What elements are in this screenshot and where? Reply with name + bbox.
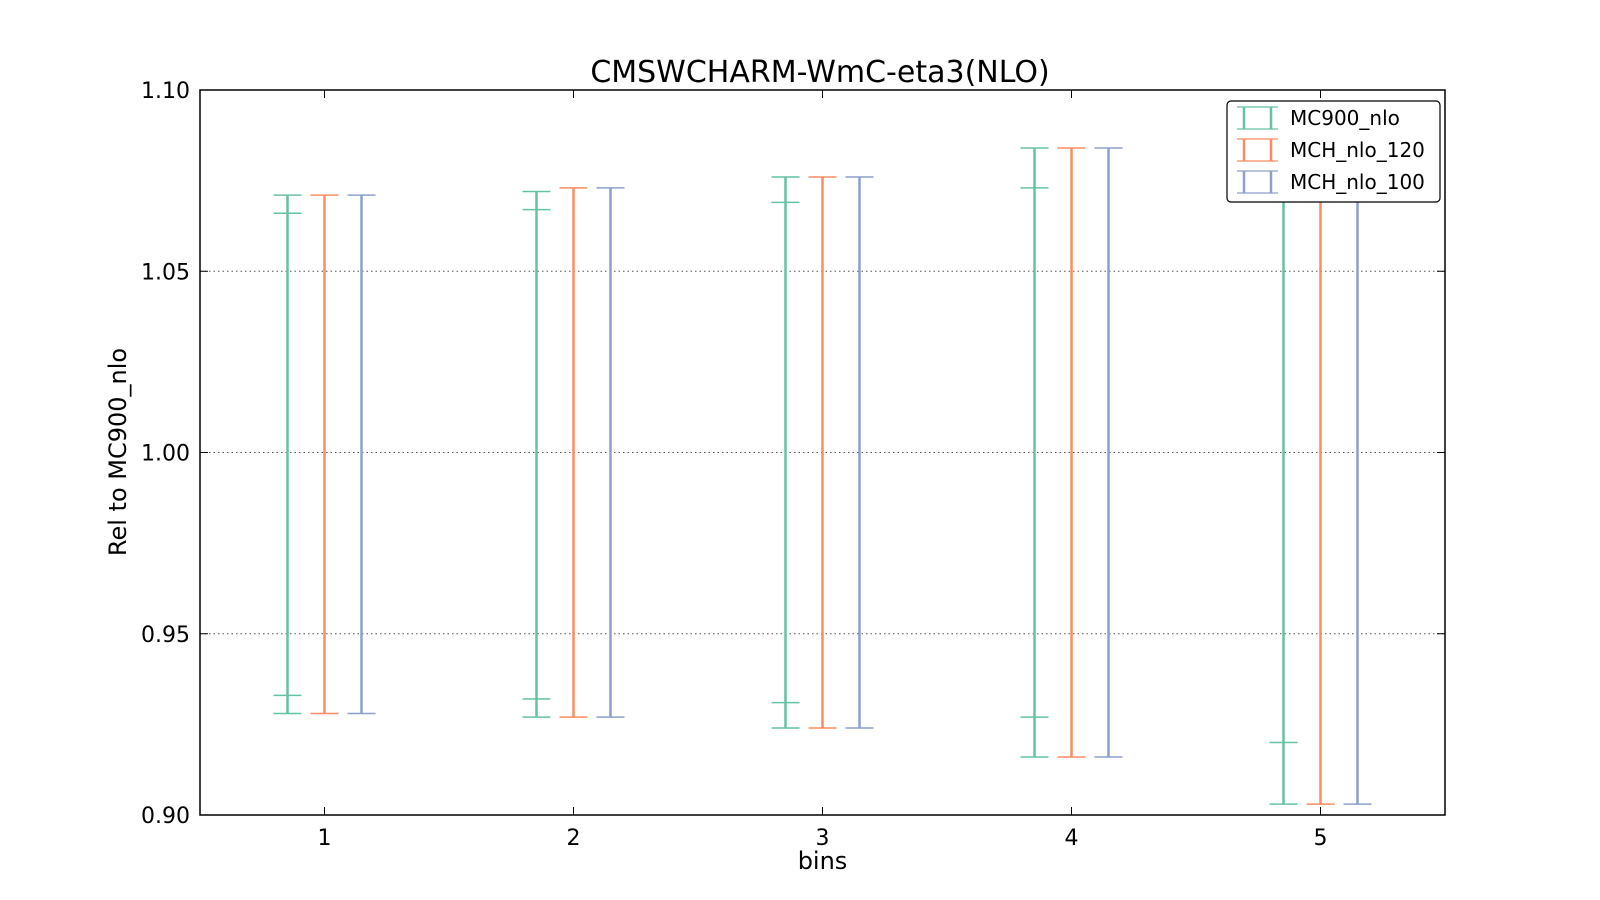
y-tick-label: 0.90 (141, 804, 190, 829)
error-bars (273, 129, 1372, 805)
legend: MC900_nlo MCH_nlo_120 MCH_nlo_100 (1226, 100, 1441, 203)
legend-entry: MCH_nlo_100 (1237, 170, 1425, 194)
x-tick-label: 3 (816, 826, 830, 851)
chart-title: CMSWCHARM-WmC-eta3(NLO) (590, 55, 1049, 90)
x-tick-label: 4 (1065, 826, 1079, 851)
legend-label: MCH_nlo_120 (1290, 138, 1425, 162)
legend-label: MCH_nlo_100 (1290, 170, 1425, 194)
legend-box (1226, 100, 1441, 203)
y-tick-label: 1.10 (141, 79, 190, 104)
y-tick-label: 1.00 (141, 442, 190, 467)
x-tick-label: 2 (567, 826, 581, 851)
y-axis-label: Rel to MC900_nlo (104, 348, 132, 556)
y-tick-label: 0.95 (141, 623, 190, 648)
x-axis-label: bins (798, 847, 848, 875)
legend-entry: MCH_nlo_120 (1237, 138, 1425, 162)
axis-ticks: 0.90 0.95 1.00 1.05 1.10 1 2 3 4 5 (141, 79, 1445, 851)
x-tick-label: 1 (318, 826, 332, 851)
legend-label: MC900_nlo (1290, 106, 1400, 130)
y-tick-label: 1.05 (141, 260, 190, 285)
x-tick-label: 5 (1314, 826, 1328, 851)
legend-entry: MC900_nlo (1237, 106, 1400, 130)
